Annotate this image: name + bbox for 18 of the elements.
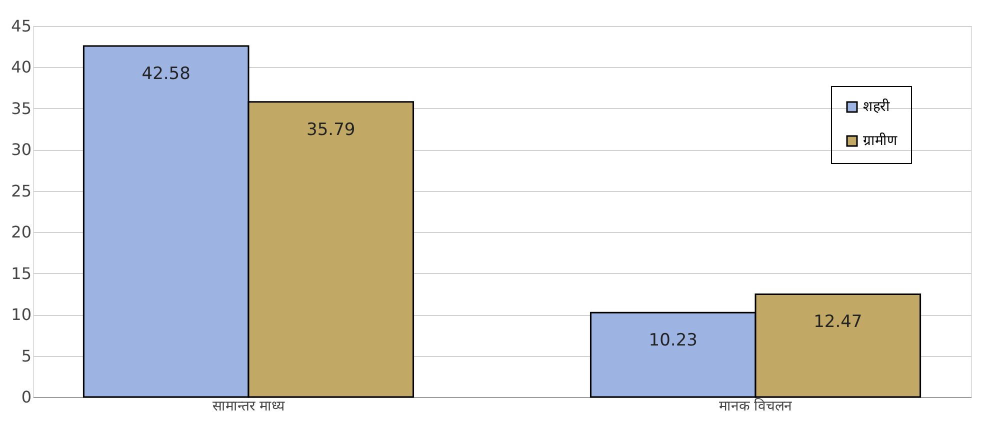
data-label: 42.58 (142, 64, 190, 84)
y-tick-label: 25 (11, 181, 32, 200)
y-tick-label: 20 (11, 222, 32, 242)
y-tick-label: 35 (11, 98, 32, 118)
y-tick-label: 30 (11, 140, 32, 160)
x-tick-label: मानक विचलन (718, 398, 792, 414)
x-tick-label: सामान्तर माध्य (212, 398, 286, 414)
y-tick-label: 10 (11, 305, 32, 324)
data-label: 35.79 (306, 120, 356, 140)
data-label: 12.47 (814, 312, 862, 332)
y-tick-label: 40 (11, 58, 32, 77)
y-tick-label: 15 (11, 264, 32, 283)
y-tick-label: 0 (21, 388, 32, 406)
y-tick-label: 45 (11, 16, 32, 36)
legend-label: ग्रामीण (863, 132, 898, 149)
y-tick-label: 5 (21, 346, 32, 366)
data-label: 10.23 (648, 330, 698, 351)
legend-label: शहरी (863, 98, 890, 115)
